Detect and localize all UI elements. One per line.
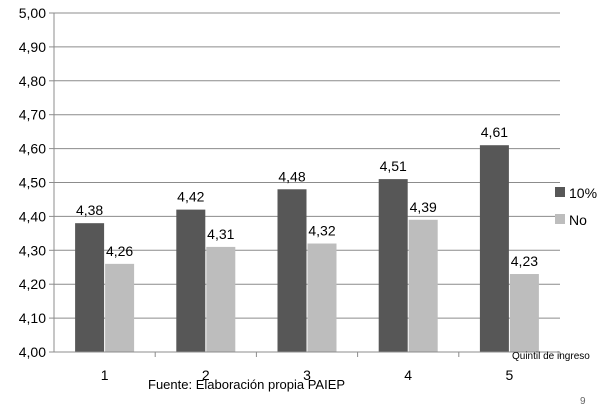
source-note: Fuente: Elaboración propia PAIEP — [148, 377, 346, 392]
bar-value-label: 4,39 — [410, 199, 437, 215]
bar-series1 — [479, 145, 509, 352]
y-tick-label: 4,10 — [19, 310, 46, 326]
y-tick-label: 4,00 — [19, 344, 46, 360]
x-tick-label: 2 — [202, 367, 210, 383]
bar-value-label: 4,26 — [106, 243, 133, 259]
page-number: 9 — [580, 396, 586, 407]
value-labels: 4,38 4,26 4,42 4,31 4,48 4,32 4,51 4,39 4,61 4,23 — [76, 124, 538, 269]
bar-series2 — [307, 243, 337, 352]
bar-value-label: 4,51 — [380, 158, 407, 174]
gridlines — [54, 12, 560, 353]
legend: 10% No — [555, 185, 597, 228]
legend-label: No — [569, 212, 587, 228]
bar-value-label: 4,48 — [278, 168, 305, 184]
y-tick-label: 4,50 — [19, 175, 46, 191]
bar-series1 — [75, 223, 105, 352]
x-axis: 1 2 3 4 5 — [54, 351, 561, 383]
x-axis-title: Quintil de ingreso — [512, 351, 590, 362]
bar-series1 — [277, 189, 307, 352]
legend-label: 10% — [569, 185, 597, 201]
y-tick-label: 4,40 — [19, 208, 46, 224]
y-tick-label: 5,00 — [19, 5, 46, 21]
x-tick-label: 1 — [101, 367, 109, 383]
bar-series1 — [176, 209, 206, 352]
bar-value-label: 4,23 — [511, 253, 538, 269]
x-tick-label: 3 — [303, 367, 311, 383]
bar-series2 — [206, 246, 236, 352]
y-tick-label: 4,30 — [19, 242, 46, 258]
bar-value-label: 4,38 — [76, 202, 103, 218]
bar-value-label: 4,42 — [177, 189, 204, 205]
y-tick-label: 4,70 — [19, 107, 46, 123]
y-tick-label: 4,90 — [19, 39, 46, 55]
bar-value-label: 4,31 — [207, 226, 234, 242]
bar-series2 — [105, 263, 135, 352]
bar-series2 — [408, 219, 438, 352]
bar-series2 — [509, 274, 539, 352]
bar-value-label: 4,61 — [481, 124, 508, 140]
legend-swatch — [555, 214, 565, 224]
y-tick-label: 4,80 — [19, 73, 46, 89]
bar-value-label: 4,32 — [308, 223, 335, 239]
x-tick-label: 4 — [404, 367, 412, 383]
bars — [75, 145, 539, 352]
y-tick-label: 4,60 — [19, 141, 46, 157]
bar-series1 — [378, 179, 408, 352]
legend-swatch — [555, 187, 565, 197]
x-tick-label: 5 — [506, 367, 514, 383]
y-axis: 4,00 4,10 4,20 4,30 4,40 4,50 4,60 4,70 4,80 4,90… — [19, 5, 55, 360]
y-tick-label: 4,20 — [19, 276, 46, 292]
